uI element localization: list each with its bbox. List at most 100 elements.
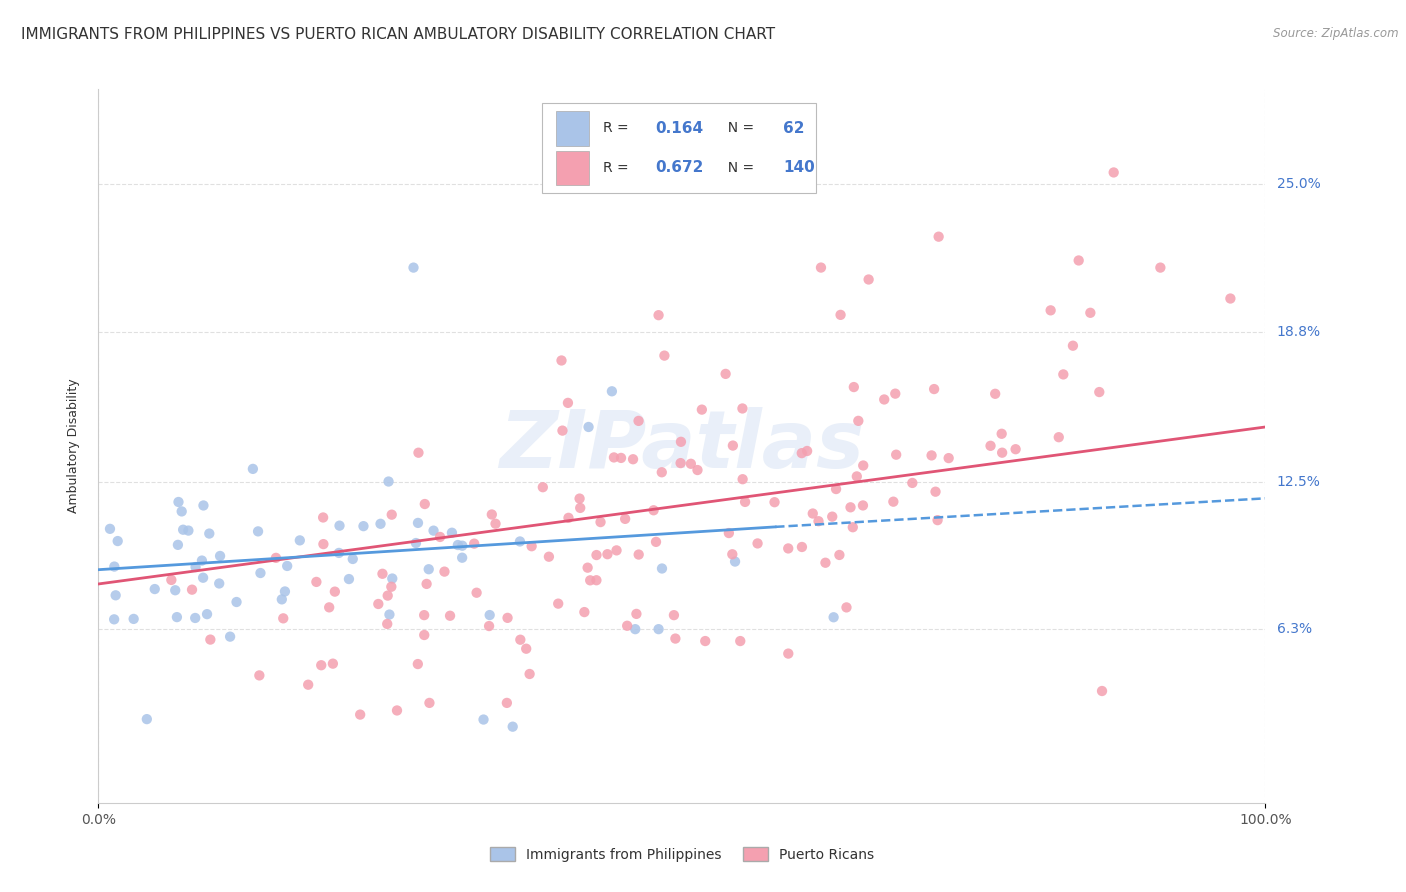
Point — [569, 500, 592, 515]
Point — [225, 595, 247, 609]
Point — [830, 308, 852, 322]
Point — [381, 572, 404, 586]
Point — [1052, 368, 1074, 382]
Point — [823, 610, 845, 624]
Point — [288, 533, 311, 548]
Point — [184, 611, 207, 625]
Point — [600, 384, 623, 399]
Point — [852, 458, 875, 473]
Text: IMMIGRANTS FROM PHILIPPINES VS PUERTO RICAN AMBULATORY DISABILITY CORRELATION CH: IMMIGRANTS FROM PHILIPPINES VS PUERTO RI… — [21, 27, 775, 42]
Point — [328, 546, 350, 560]
Point — [167, 538, 190, 552]
Text: ZIPatlas: ZIPatlas — [499, 407, 865, 485]
Text: Source: ZipAtlas.com: Source: ZipAtlas.com — [1274, 27, 1399, 40]
Text: R =: R = — [603, 161, 633, 175]
Point — [686, 463, 709, 477]
Point — [312, 510, 335, 524]
Point — [626, 607, 648, 621]
Point — [367, 597, 389, 611]
Point — [679, 457, 702, 471]
Point — [828, 548, 851, 562]
Point — [858, 272, 880, 286]
Point — [422, 524, 444, 538]
Point — [731, 472, 754, 486]
Point — [614, 512, 637, 526]
Point — [596, 547, 619, 561]
Point — [1102, 165, 1125, 179]
Point — [463, 536, 485, 550]
Point — [312, 537, 335, 551]
Text: 25.0%: 25.0% — [1277, 178, 1320, 192]
Point — [318, 600, 340, 615]
Point — [375, 616, 398, 631]
Point — [297, 678, 319, 692]
Bar — [555, 151, 589, 185]
Point — [465, 585, 488, 599]
Point — [349, 707, 371, 722]
Text: 0.164: 0.164 — [655, 121, 703, 136]
Point — [846, 414, 869, 428]
Point — [402, 260, 425, 275]
Point — [337, 572, 360, 586]
Point — [322, 657, 344, 671]
Point — [790, 540, 813, 554]
Point — [589, 515, 612, 529]
Point — [270, 592, 292, 607]
Point — [550, 353, 572, 368]
Point — [1067, 253, 1090, 268]
Point — [664, 632, 686, 646]
Point — [778, 541, 800, 556]
Point — [309, 658, 332, 673]
Point — [991, 445, 1014, 459]
Point — [481, 508, 503, 522]
Point — [557, 511, 579, 525]
Point — [408, 446, 430, 460]
Point — [191, 571, 214, 585]
Point — [509, 534, 531, 549]
Point — [551, 424, 574, 438]
Point — [790, 446, 813, 460]
Point — [669, 456, 692, 470]
Point — [160, 573, 183, 587]
Text: 0.672: 0.672 — [655, 161, 703, 175]
Point — [167, 495, 190, 509]
Point — [825, 482, 848, 496]
Text: 140: 140 — [783, 161, 815, 175]
Point — [990, 426, 1012, 441]
Point — [647, 622, 669, 636]
Point — [695, 634, 717, 648]
Point — [579, 574, 602, 588]
Point — [714, 367, 737, 381]
Point — [198, 526, 221, 541]
Point — [1039, 303, 1062, 318]
Point — [515, 641, 537, 656]
Point — [177, 524, 200, 538]
Point — [433, 565, 456, 579]
Point — [882, 494, 904, 508]
Point — [624, 622, 647, 636]
Point — [191, 553, 214, 567]
Point — [651, 465, 673, 479]
Point — [928, 229, 950, 244]
Point — [184, 560, 207, 574]
Point — [370, 516, 392, 531]
Point — [342, 552, 364, 566]
Point — [568, 491, 591, 506]
Point — [835, 600, 858, 615]
Point — [496, 696, 519, 710]
Point — [247, 668, 270, 682]
Point — [984, 386, 1007, 401]
Point — [1047, 430, 1070, 444]
Point — [796, 444, 818, 458]
Point — [801, 507, 824, 521]
Point — [418, 562, 440, 576]
Point — [654, 349, 676, 363]
Point — [172, 523, 194, 537]
Text: 62: 62 — [783, 121, 806, 136]
Point — [901, 475, 924, 490]
Point — [1062, 339, 1084, 353]
Point — [122, 612, 145, 626]
Text: N =: N = — [720, 121, 759, 136]
Point — [1091, 684, 1114, 698]
Point — [193, 499, 215, 513]
